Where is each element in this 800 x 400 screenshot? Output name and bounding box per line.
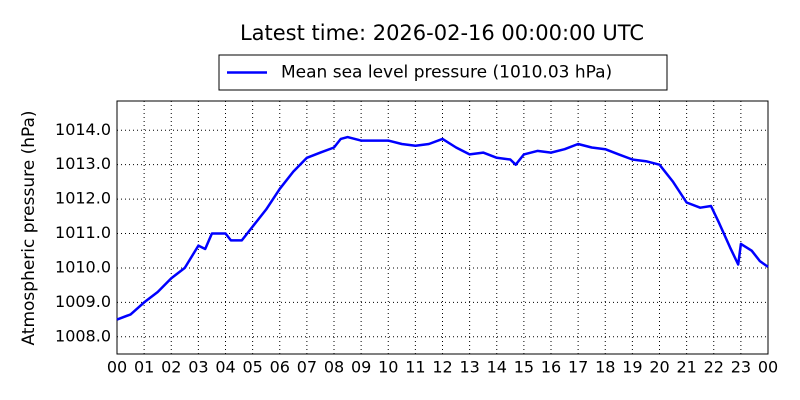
x-tick-label: 05 [242,358,262,377]
x-tick-label: 03 [188,358,208,377]
x-tick-label: 09 [351,358,371,377]
x-tick-label: 10 [378,358,398,377]
plot-frame [116,100,769,355]
x-tick-label: 06 [270,358,290,377]
x-tick-label: 21 [676,358,696,377]
x-tick-label: 14 [487,358,507,377]
x-tick-label: 20 [649,358,669,377]
y-tick-label: 1011.0 [55,223,111,242]
x-tick-label: 15 [514,358,534,377]
x-tick-label: 23 [731,358,751,377]
data-line [116,135,769,321]
y-tick-label: 1010.0 [55,257,111,276]
x-tick-label: 07 [297,358,317,377]
x-tick-label: 18 [595,358,615,377]
x-tick-label: 19 [622,358,642,377]
y-tick-label: 1009.0 [55,292,111,311]
legend-label: Mean sea level pressure (1010.03 hPa) [281,63,612,83]
x-tick-label: 00 [758,358,778,377]
chart-title: Latest time: 2026-02-16 00:00:00 UTC [240,21,644,45]
x-tick-label: 00 [107,358,127,377]
x-tick-label: 16 [541,358,561,377]
x-tick-label: 13 [459,358,479,377]
x-tick-label: 02 [161,358,181,377]
legend-box [218,54,668,91]
x-tick-label: 08 [324,358,344,377]
y-tick-label: 1013.0 [55,154,111,173]
x-tick-label: 12 [432,358,452,377]
x-tick-label: 11 [405,358,425,377]
x-tick-label: 22 [704,358,724,377]
x-tick-label: 01 [134,358,154,377]
x-tick-label: 04 [215,358,235,377]
y-tick-label: 1012.0 [55,189,111,208]
y-tick-label: 1008.0 [55,326,111,345]
y-axis-label: Atmospheric pressure (hPa) [19,110,39,345]
x-tick-label: 17 [568,358,588,377]
y-tick-label: 1014.0 [55,120,111,139]
